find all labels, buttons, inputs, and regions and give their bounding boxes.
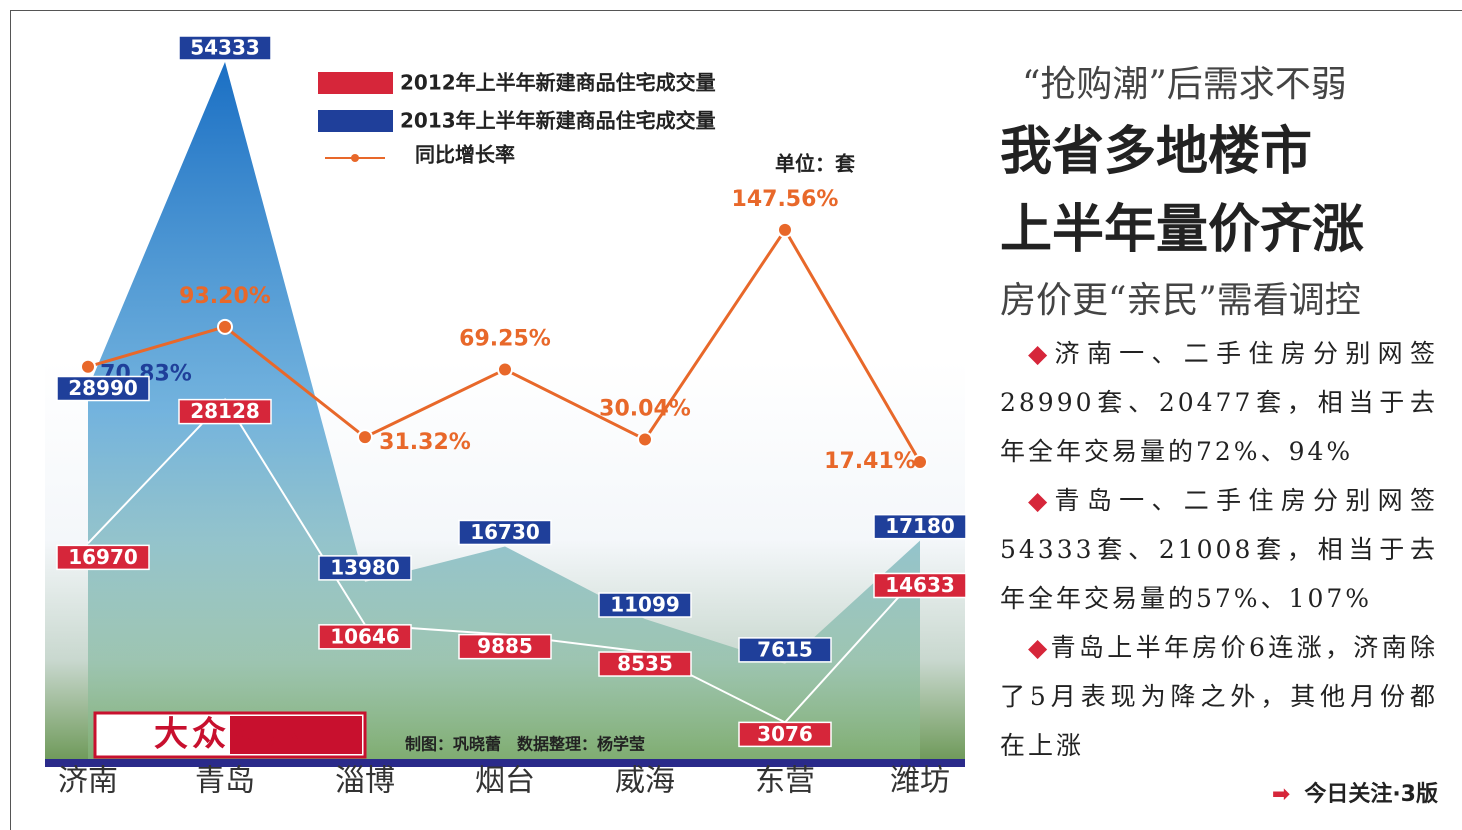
bullet: ◆ <box>1028 486 1055 515</box>
footer: ➡ 今日关注·3版 <box>1000 776 1438 808</box>
value-label: 54333 <box>190 36 260 60</box>
credits: 制图：巩晓蕾 数据整理：杨学莹 <box>405 735 645 754</box>
x-tick-label: 潍坊 <box>890 764 950 799</box>
headline-line: 上半年量价齐涨 <box>1000 200 1365 260</box>
rate-point <box>80 358 96 375</box>
value-label: 14633 <box>885 573 955 597</box>
rate-label: 17.41% <box>824 449 916 474</box>
area-2013 <box>88 62 920 762</box>
value-label: 7615 <box>757 637 813 661</box>
headline-line: 我省多地楼市 <box>1000 122 1313 182</box>
rate-label: 147.56% <box>732 187 839 212</box>
rate-point <box>912 453 928 470</box>
value-label: 13980 <box>330 555 400 579</box>
legend-label: 2012年上半年新建商品住宅成交量 <box>400 71 716 95</box>
x-tick-label: 威海 <box>615 764 675 799</box>
value-label: 9885 <box>477 634 533 658</box>
rate-label: 93.20% <box>179 284 271 309</box>
label-box <box>458 519 552 546</box>
paragraph: ◆青岛上半年房价6连涨，济南除了5月表现为降之外，其他月份都在上涨 <box>1000 623 1438 770</box>
label-box <box>458 633 552 660</box>
label-box <box>598 592 692 618</box>
article: “抢购潮”后需求不弱 我省多地楼市 上半年量价齐涨 房价更“亲民”需看调控 ◆济南… <box>1000 55 1438 808</box>
footer-text: 今日关注·3版 <box>1304 782 1438 807</box>
label-box <box>178 35 272 61</box>
label-box <box>318 555 412 581</box>
rate-point <box>497 361 513 378</box>
legend-label: 2013年上半年新建商品住宅成交量 <box>400 109 716 133</box>
subhead: 房价更“亲民”需看调控 <box>1000 280 1361 321</box>
chart: 70.83%93.20%31.32%69.25%30.04%147.56%17.… <box>45 35 967 799</box>
legend-swatch <box>318 72 393 94</box>
value-label: 16730 <box>470 520 540 544</box>
bullet: ◆ <box>1028 633 1051 662</box>
value-label: 3076 <box>757 722 813 746</box>
label-box <box>56 375 150 402</box>
value-label: 10646 <box>330 624 400 648</box>
rate-label: 30.04% <box>599 396 691 421</box>
rate-point <box>777 221 793 238</box>
rate-label: 69.25% <box>459 327 551 352</box>
paragraph-text: 青岛上半年房价6连涨，济南除了5月表现为降之外，其他月份都在上涨 <box>1000 633 1438 760</box>
paragraph: ◆青岛一、二手住房分别网签54333套、21008套，相当于去年全年交易量的57… <box>1000 476 1438 623</box>
label-box <box>873 513 967 540</box>
x-tick-label: 济南 <box>58 764 118 799</box>
rate-point <box>357 429 373 446</box>
label-box <box>738 721 832 748</box>
legend-swatch <box>318 110 393 132</box>
x-tick-label: 烟台 <box>475 764 535 799</box>
x-tick-label: 东营 <box>755 764 815 799</box>
kicker: “抢购潮”后需求不弱 <box>1022 64 1347 105</box>
logo-fill <box>230 716 362 754</box>
arrow: ➡ <box>1271 782 1291 807</box>
rate-point <box>217 318 233 335</box>
unit: 单位：套 <box>775 152 855 176</box>
value-label: 17180 <box>885 514 955 538</box>
paragraph-text: 青岛一、二手住房分别网签54333套、21008套，相当于去年全年交易量的57%… <box>1000 486 1438 613</box>
label-box <box>318 624 412 650</box>
label-box <box>56 544 150 571</box>
logo: 大众图示 <box>154 715 306 755</box>
value-label: 28990 <box>68 376 138 400</box>
legend-label: 同比增长率 <box>415 143 515 167</box>
x-tick-label: 青岛 <box>195 764 255 799</box>
x-tick-label: 淄博 <box>335 764 395 799</box>
paragraph-text: 济南一、二手住房分别网签28990套、20477套，相当于去年全年交易量的72%… <box>1000 339 1438 466</box>
x-axis <box>45 759 965 767</box>
value-label: 28128 <box>190 399 260 423</box>
legend-dot <box>351 154 359 162</box>
value-label: 11099 <box>610 593 680 617</box>
rate-label: 31.32% <box>379 430 471 455</box>
rate-point <box>637 431 653 448</box>
label-box <box>178 398 272 425</box>
value-label: 8535 <box>617 652 673 676</box>
value-label: 16970 <box>68 545 138 569</box>
bullet: ◆ <box>1028 339 1055 368</box>
label-box <box>873 572 967 599</box>
paragraph: ◆济南一、二手住房分别网签28990套、20477套，相当于去年全年交易量的72… <box>1000 329 1438 476</box>
label-box <box>598 651 692 677</box>
label-box <box>738 637 832 663</box>
headline: 我省多地楼市 上半年量价齐涨 <box>1000 113 1438 269</box>
page-frame <box>10 10 1462 830</box>
